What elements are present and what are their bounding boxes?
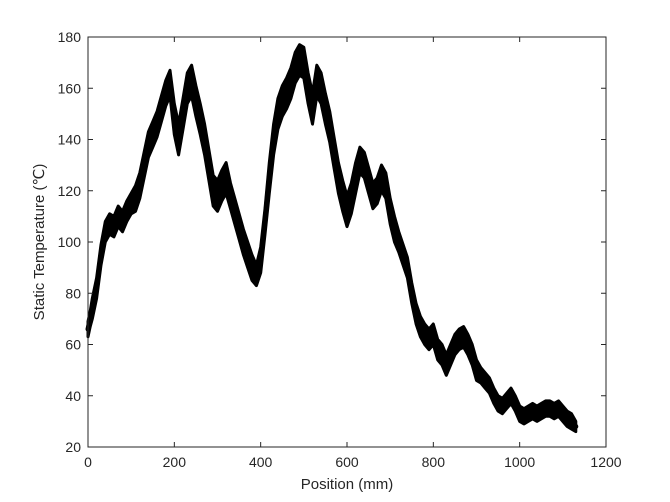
y-tick-label: 160 [58,80,82,96]
y-axis-label: Static Temperature (℃) [31,164,48,321]
x-tick-label: 800 [422,454,446,470]
x-tick-label: 400 [249,454,273,470]
y-tick-label: 180 [58,29,82,45]
x-tick-label: 200 [163,454,187,470]
y-tick-label: 20 [65,439,81,455]
x-tick-label: 1200 [590,454,621,470]
y-tick-label: 140 [58,132,82,148]
y-tick-label: 80 [65,285,81,301]
x-tick-label: 600 [335,454,359,470]
y-tick-label: 60 [65,337,81,353]
y-tick-label: 120 [58,183,82,199]
series-band [86,43,578,434]
y-tick-label: 40 [65,388,81,404]
series-layer [85,43,579,434]
x-axis-label: Position (mm) [301,476,394,493]
x-tick-label: 0 [84,454,92,470]
y-tick-label: 100 [58,234,82,250]
x-tick-label: 1000 [504,454,535,470]
series-line [85,57,579,429]
ticks-layer: 0 200 400 600 800 1000 1200 20 40 60 80 100 120 140 16… [58,29,622,470]
